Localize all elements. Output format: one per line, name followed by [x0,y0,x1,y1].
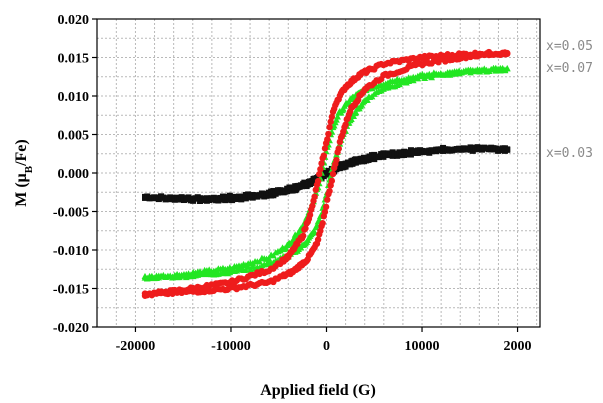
data-point [333,156,340,164]
data-point [317,165,324,173]
data-point [299,232,307,240]
series-x=0.03 [142,144,511,204]
data-point [504,146,511,153]
x-tick-label: 2000 [504,339,532,354]
y-axis-title: M (μB/Fe) [13,139,35,207]
y-tick-label: 0.005 [58,129,90,144]
data-point [311,193,318,200]
data-point [327,118,334,125]
y-tick-label: 0.000 [58,167,90,182]
x-tick-label: 0 [323,339,330,354]
data-point [328,177,336,185]
data-point [320,152,328,159]
data-point [316,170,323,178]
series-label-x-0-07: x=0.07 [546,61,593,76]
data-point [504,49,511,57]
y-axis-title-tail: /Fe) [13,139,30,167]
data-point [342,121,349,128]
data-point [329,170,337,178]
data-point [503,65,511,72]
y-axis: 0.020 0.015 0.010 0.005 0.000 -0.005 -0.010 -0.… [53,13,97,336]
data-point [319,220,326,227]
data-point [324,196,331,203]
y-tick-label: -0.020 [53,321,89,336]
data-point [334,113,341,120]
y-tick-label: -0.005 [53,206,89,221]
data-point [321,145,329,152]
y-tick-label: 0.015 [58,52,90,67]
series-label-x-0-05: x=0.05 [546,39,593,54]
data-point [317,227,324,235]
data-point [352,108,360,116]
data-point [306,211,314,219]
data-point [335,145,342,152]
data-point [309,202,316,210]
data-point [322,203,330,211]
data-point [312,186,320,193]
y-tick-label: -0.010 [53,244,89,259]
x-tick-label: -10000 [211,339,251,354]
data-point [326,123,333,131]
y-axis-title-sub: B [23,165,35,173]
x-axis-title: Applied field (G) [260,382,376,399]
x-tick-label: -20000 [116,339,156,354]
data-point [324,136,331,143]
series-labels: x=0.05 x=0.07 x=0.03 [546,39,593,161]
y-tick-label: 0.020 [58,13,90,28]
x-tick-label: 10000 [405,339,440,354]
data-point [333,116,340,123]
data-point [328,113,336,121]
data-point [314,236,322,243]
data-point [314,177,322,185]
data-point [325,130,332,138]
series-label-x-0-03: x=0.03 [546,146,593,161]
data-point [318,160,325,167]
data-point [326,187,333,195]
data-point [321,208,329,216]
data-point [265,255,273,262]
data-point [302,225,309,232]
y-tick-label: -0.015 [53,283,89,298]
x-axis: -20000 -10000 0 10000 2000 [116,327,532,354]
series-x=0.05 [141,48,511,299]
series-layer [141,48,511,299]
y-tick-label: 0.010 [58,90,90,105]
y-axis-title-main: M (μ [13,173,30,207]
data-point [256,258,264,265]
